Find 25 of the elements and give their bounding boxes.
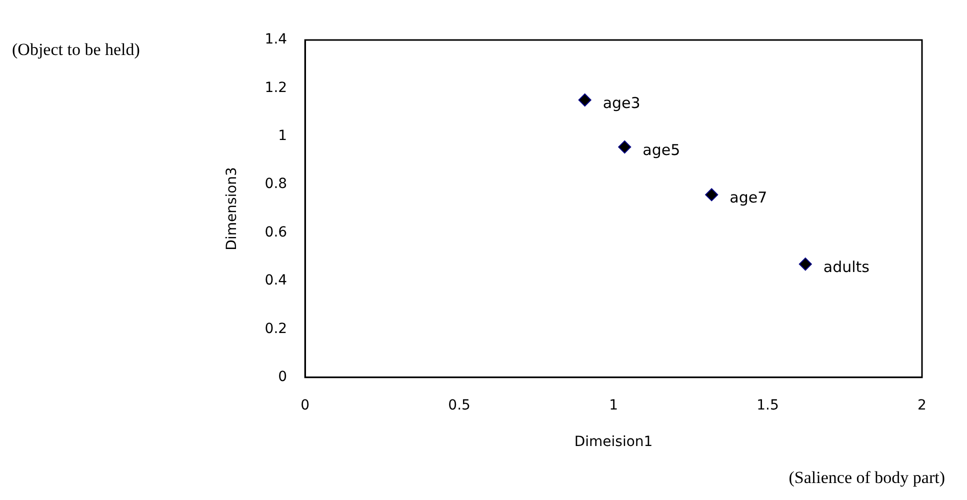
y-tick-label: 1 [278, 128, 288, 144]
x-tick-label: 0 [300, 397, 310, 414]
x-tick-label: 2 [918, 397, 926, 414]
annotation: age3 [602, 94, 640, 112]
annotation: adults [823, 258, 870, 276]
y-tick-label: 1.4 [264, 32, 288, 48]
x-tick-label: 1 [609, 397, 618, 414]
y-tick-label: 0.2 [264, 320, 288, 337]
x-tick-label: 0.5 [448, 397, 470, 414]
annotation: age7 [730, 188, 768, 207]
point [798, 258, 812, 271]
y-tick-label: 1.2 [264, 80, 288, 96]
x-tick-label: 1.5 [756, 397, 779, 414]
x-axis-title: Dimeision1 [574, 434, 653, 450]
text: (Object to be held) [12, 40, 140, 60]
point [705, 188, 718, 202]
y-tick-label: 0 [278, 369, 288, 386]
y-tick-label: 0.8 [264, 176, 288, 192]
annotation: age5 [642, 140, 680, 159]
point [578, 94, 592, 107]
y-axis-title: Dimension3 [224, 167, 240, 250]
y-tick-label: 0.6 [264, 224, 288, 240]
text: (Salience of body part) [788, 468, 945, 488]
point [618, 140, 632, 154]
y-tick-label: 0.4 [264, 272, 288, 289]
